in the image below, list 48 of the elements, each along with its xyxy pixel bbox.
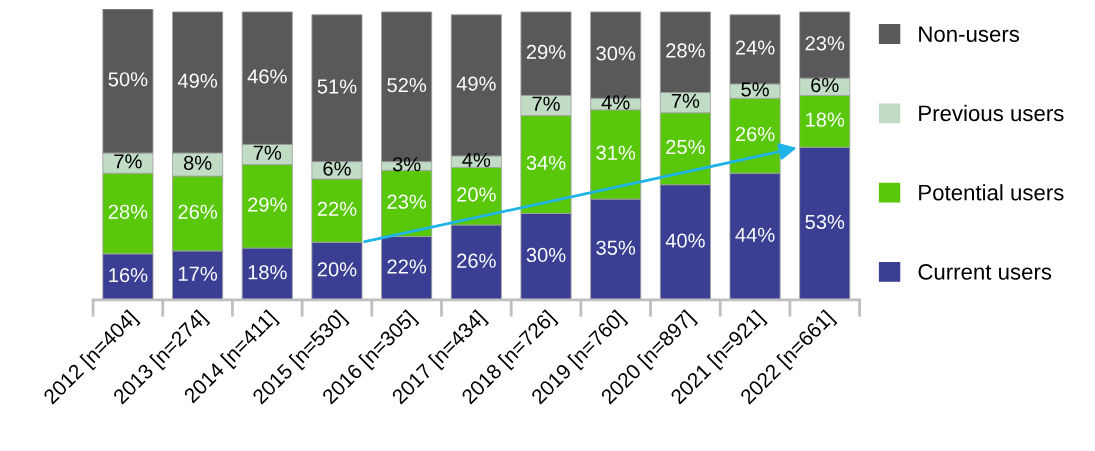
data-label: 30%: [526, 247, 566, 263]
data-label: 51%: [317, 79, 357, 94]
data-label: 6%: [323, 161, 351, 176]
data-label: 24%: [735, 40, 775, 55]
data-label: 17%: [178, 266, 218, 281]
data-label: 4%: [601, 95, 630, 110]
data-label: 26%: [735, 126, 775, 142]
legend-label: Potential users: [919, 184, 1064, 201]
data-label: 26%: [457, 253, 496, 268]
data-label: 22%: [317, 201, 357, 216]
data-label: 20%: [457, 187, 496, 202]
data-label: 46%: [247, 69, 287, 84]
data-label: 30%: [596, 46, 636, 61]
data-label: 23%: [387, 194, 427, 209]
data-label: 3%: [392, 157, 421, 172]
data-label: 49%: [177, 73, 218, 88]
data-label: 28%: [666, 43, 705, 58]
data-label: 34%: [526, 155, 566, 170]
data-label: 44%: [735, 227, 775, 242]
data-label: 29%: [248, 197, 287, 212]
data-label: 20%: [317, 262, 357, 277]
data-label: 18%: [248, 265, 287, 280]
data-label: 8%: [183, 155, 212, 170]
legend-label: Previous users: [919, 104, 1064, 122]
data-label: 28%: [108, 204, 148, 219]
data-label: 4%: [462, 152, 491, 167]
data-label: 52%: [387, 77, 427, 93]
data-label: 49%: [456, 76, 496, 91]
data-label: 53%: [805, 214, 845, 229]
data-label: 7%: [253, 145, 282, 160]
data-label: 31%: [596, 145, 636, 160]
data-label: 7%: [671, 93, 700, 108]
data-label: 35%: [596, 240, 636, 255]
data-label: 16%: [109, 268, 148, 283]
data-label: 22%: [387, 259, 427, 274]
data-label: 5%: [741, 82, 769, 97]
data-label: 25%: [666, 139, 705, 155]
data-label: 26%: [178, 204, 218, 219]
data-label: 7%: [114, 154, 142, 169]
data-label: 7%: [532, 96, 560, 111]
data-label: 29%: [526, 44, 566, 60]
data-label: 6%: [811, 77, 839, 93]
data-label: 40%: [665, 233, 705, 248]
legend-label: Current users: [918, 264, 1052, 280]
data-label: 18%: [806, 112, 845, 127]
data-label: 23%: [805, 36, 845, 51]
legend-label: Non-users: [919, 26, 1020, 42]
data-label: 50%: [108, 72, 148, 87]
